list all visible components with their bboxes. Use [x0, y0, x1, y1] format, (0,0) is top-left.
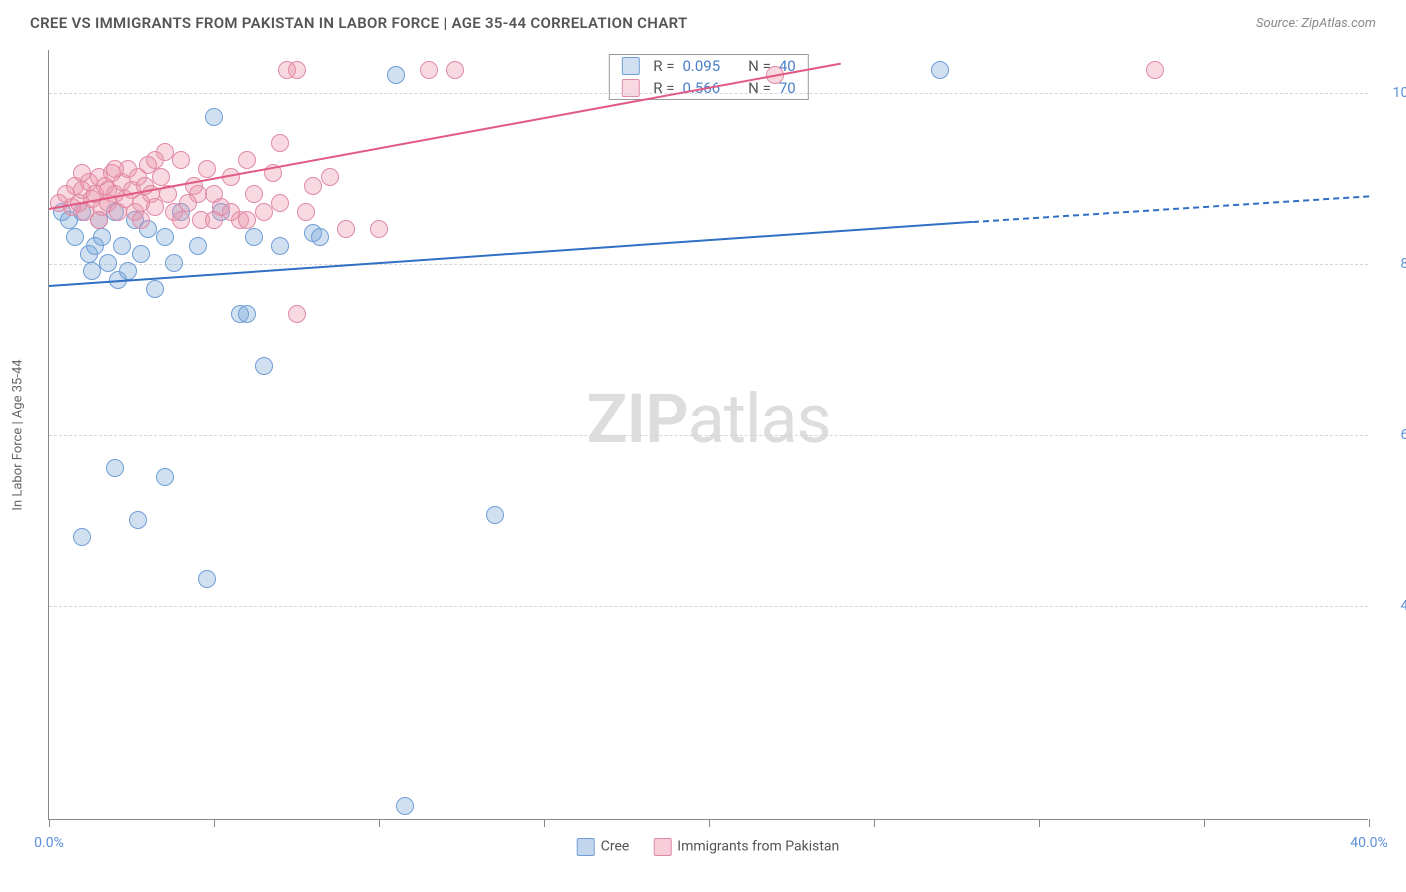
data-point [156, 228, 174, 246]
data-point [146, 280, 164, 298]
gridline [49, 264, 1368, 265]
legend: Cree Immigrants from Pakistan [577, 838, 840, 856]
chart-title: CREE VS IMMIGRANTS FROM PAKISTAN IN LABO… [30, 14, 688, 32]
data-point [271, 237, 289, 255]
data-point [132, 245, 150, 263]
legend-label: Cree [601, 839, 630, 855]
x-tick [379, 819, 380, 827]
y-tick-label: 80.0% [1400, 256, 1406, 272]
x-tick-label: 0.0% [34, 835, 64, 851]
trend-line [49, 221, 973, 287]
data-point [113, 237, 131, 255]
legend-swatch [621, 79, 639, 97]
data-point [156, 468, 174, 486]
y-axis-label: In Labor Force | Age 35-44 [11, 359, 26, 510]
x-tick [874, 819, 875, 827]
data-point [931, 61, 949, 79]
gridline [49, 435, 1368, 436]
data-point [245, 185, 263, 203]
data-point [73, 164, 91, 182]
data-point [146, 151, 164, 169]
data-point [106, 160, 124, 178]
data-point [288, 305, 306, 323]
legend-item: Immigrants from Pakistan [653, 838, 839, 856]
data-point [387, 66, 405, 84]
y-tick-label: 60.0% [1400, 427, 1406, 443]
data-point [119, 262, 137, 280]
data-point [172, 151, 190, 169]
legend-swatch [653, 838, 671, 856]
data-point [1146, 61, 1164, 79]
data-point [288, 61, 306, 79]
y-tick-label: 100.0% [1393, 85, 1406, 101]
x-tick [1369, 819, 1370, 827]
data-point [271, 134, 289, 152]
data-point [238, 305, 256, 323]
x-tick [1039, 819, 1040, 827]
data-point [446, 61, 464, 79]
data-point [486, 506, 504, 524]
stat-n-value: 70 [779, 79, 796, 97]
data-point [337, 220, 355, 238]
trend-line [49, 63, 841, 210]
data-point [370, 220, 388, 238]
data-point [165, 254, 183, 272]
data-point [245, 228, 263, 246]
x-tick-label: 40.0% [1350, 835, 1388, 851]
data-point [189, 185, 207, 203]
plot-area: ZIPatlas R = 0.095N = 40R = 0.566N = 70 … [48, 50, 1368, 820]
data-point [83, 262, 101, 280]
chart-header: CREE VS IMMIGRANTS FROM PAKISTAN IN LABO… [0, 0, 1406, 42]
data-point [198, 570, 216, 588]
x-tick [214, 819, 215, 827]
data-point [73, 528, 91, 546]
legend-swatch [621, 57, 639, 75]
data-point [396, 797, 414, 815]
legend-item: Cree [577, 838, 630, 856]
data-point [93, 228, 111, 246]
data-point [172, 211, 190, 229]
data-point [297, 203, 315, 221]
data-point [271, 194, 289, 212]
data-point [152, 168, 170, 186]
data-point [129, 511, 147, 529]
data-point [205, 211, 223, 229]
watermark: ZIPatlas [586, 379, 830, 459]
stat-r-value: 0.095 [682, 57, 720, 75]
data-point [255, 203, 273, 221]
x-tick [49, 819, 50, 827]
legend-swatch [577, 838, 595, 856]
data-point [238, 211, 256, 229]
data-point [205, 108, 223, 126]
data-point [90, 211, 108, 229]
stat-n-label: N = [748, 79, 771, 97]
x-tick [709, 819, 710, 827]
trend-line-dashed [973, 195, 1369, 223]
data-point [321, 168, 339, 186]
y-tick-label: 40.0% [1400, 598, 1406, 614]
data-point [189, 237, 207, 255]
data-point [66, 228, 84, 246]
data-point [198, 160, 216, 178]
data-point [311, 228, 329, 246]
data-point [238, 151, 256, 169]
data-point [304, 177, 322, 195]
stat-r-label: R = [653, 57, 674, 75]
chart-container: ZIPatlas R = 0.095N = 40R = 0.566N = 70 … [48, 50, 1368, 820]
x-tick [544, 819, 545, 827]
data-point [255, 357, 273, 375]
legend-label: Immigrants from Pakistan [677, 839, 839, 855]
chart-source: Source: ZipAtlas.com [1256, 16, 1376, 31]
data-point [99, 254, 117, 272]
data-point [106, 459, 124, 477]
gridline [49, 93, 1368, 94]
data-point [222, 203, 240, 221]
gridline [49, 606, 1368, 607]
data-point [420, 61, 438, 79]
x-tick [1204, 819, 1205, 827]
data-point [132, 211, 150, 229]
